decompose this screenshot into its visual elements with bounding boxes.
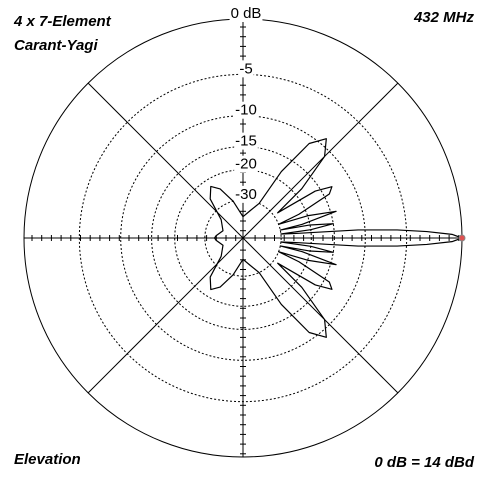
- ring: [204, 199, 282, 277]
- label-background: [234, 155, 258, 173]
- ring-label: -15: [235, 133, 257, 150]
- spoke: [242, 237, 399, 394]
- ring-label: -20: [235, 156, 257, 173]
- label-background: [234, 101, 258, 119]
- frequency: 432 MHz: [413, 9, 475, 26]
- grid: 0 dB -5 -10 -15 -20 -30: [23, 5, 463, 458]
- title-line: Carant-Yagi: [14, 37, 98, 54]
- title-line: 4 x 7-Element: [13, 13, 112, 30]
- ring-label: -30: [235, 186, 257, 203]
- label-background: [234, 185, 258, 203]
- label-background: [234, 132, 258, 150]
- ring-label: -10: [235, 102, 257, 119]
- ring-label: -5: [239, 60, 252, 77]
- plot: [209, 138, 466, 338]
- spoke: [242, 82, 399, 239]
- ring: [78, 73, 408, 403]
- plane-label: Elevation: [14, 451, 81, 468]
- label-background: [238, 60, 254, 78]
- ring-label: 0 dB: [231, 5, 262, 22]
- reference-label: 0 dB = 14 dBd: [374, 454, 474, 471]
- peak-marker: [458, 234, 466, 242]
- label-background: [229, 5, 263, 22]
